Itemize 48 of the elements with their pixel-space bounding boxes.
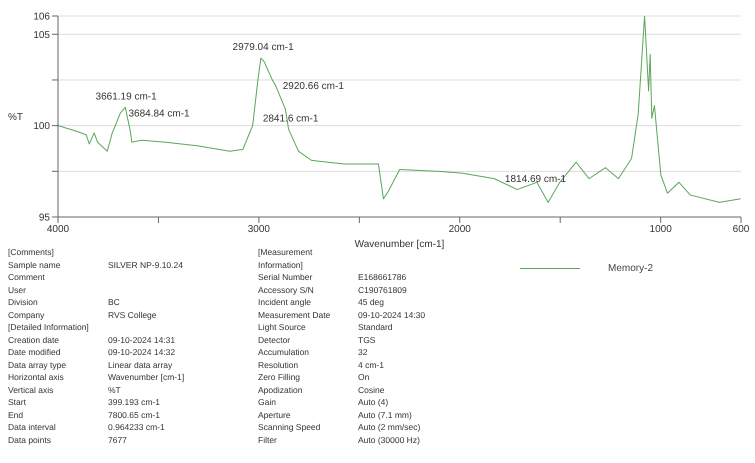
y-tick-label: 105 <box>33 30 50 41</box>
text: End 7800.65 cm-1 <box>8 410 160 420</box>
text: Serial Number E168661786 <box>258 272 406 282</box>
text: Light Source Standard <box>258 322 392 332</box>
text: Aperture Auto (7.1 mm) <box>258 410 412 420</box>
annotation: 3684.84 cm-1 <box>128 108 190 120</box>
annotation: 2979.04 cm-1 <box>232 42 294 54</box>
text: Data points 7677 <box>8 434 127 444</box>
text: Filter Auto (30000 Hz) <box>258 434 420 444</box>
text: Horizontal axis Wavenumber [cm-1] <box>8 372 184 382</box>
text: Measurement Date 09-10-2024 14:30 <box>258 310 426 320</box>
y-tick-label: 95 <box>38 212 50 224</box>
text: Vertical axis %T <box>8 384 121 394</box>
text: Accumulation 32 <box>258 347 368 357</box>
text: Data interval 0.964233 cm-1 <box>8 422 165 432</box>
text: [Comments] <box>8 246 55 258</box>
x-tick-label: 4000 <box>46 224 70 236</box>
x-axis-title: Wavenumber [cm-1] <box>354 239 445 250</box>
text: Scanning Speed Auto (2 mm/sec) <box>258 422 420 432</box>
text: Memory-2 <box>608 263 654 274</box>
line-series <box>58 16 741 203</box>
text: Start 399.193 cm-1 <box>8 397 160 407</box>
text: Sample name SILVER NP-9.10.24 <box>8 260 183 270</box>
text: Date modified 09-10-2024 14:32 <box>8 347 176 357</box>
x-tick-label: 2000 <box>448 224 472 236</box>
text: Gain Auto (4) <box>258 397 388 407</box>
text: Apodization Cosine <box>258 384 384 394</box>
text: User <box>8 284 27 296</box>
x-tick-label: 3000 <box>248 224 270 236</box>
text: Comment <box>8 271 46 284</box>
y-tick-label: 106 <box>33 12 50 23</box>
text: Company RVS College <box>8 310 157 320</box>
annotation: 3661.19 cm-1 <box>96 91 158 102</box>
text: Incident angle 45 deg <box>258 297 384 307</box>
text: [Detailed Information] <box>8 321 90 334</box>
text: Detector TGS <box>258 334 376 344</box>
text: [Measurement Information] <box>258 247 312 270</box>
annotation: 2920.66 cm-1 <box>282 80 344 92</box>
text: Accessory S/N C190761809 <box>258 284 407 294</box>
y-tick-label: 100 <box>33 121 50 132</box>
text: Zero Filling On <box>258 372 370 382</box>
text: Resolution 4 cm-1 <box>258 360 384 370</box>
text: Data array type Linear data array <box>8 360 172 370</box>
text: Division BC <box>8 297 120 307</box>
x-tick-label: 600 <box>732 224 750 236</box>
text: Creation date 09-10-2024 14:31 <box>8 334 176 344</box>
y-axis-title: %T <box>8 112 23 124</box>
x-tick-label: 1000 <box>650 224 672 236</box>
